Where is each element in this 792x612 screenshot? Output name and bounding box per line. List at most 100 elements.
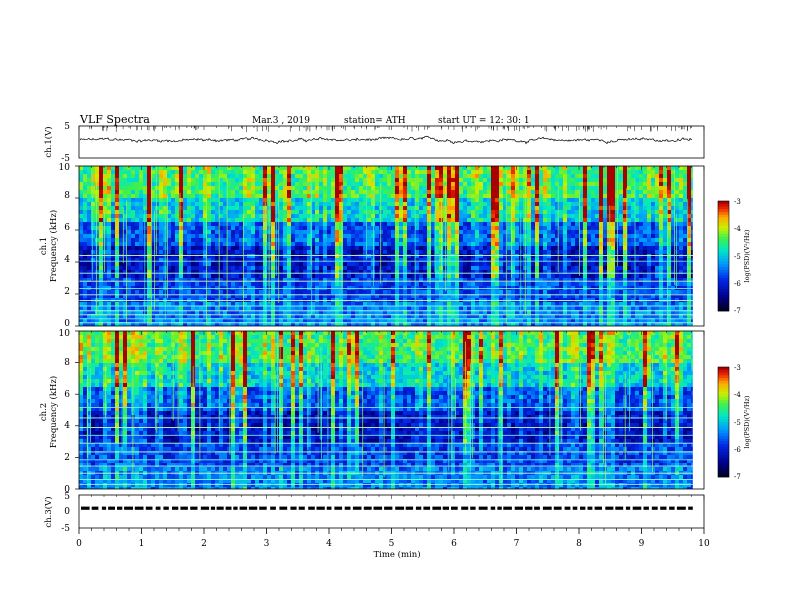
spectrogram-cell bbox=[459, 262, 463, 266]
spectrogram-cell bbox=[431, 218, 435, 222]
spectrogram-cell bbox=[499, 234, 503, 238]
spectrogram-cell bbox=[143, 182, 147, 186]
spectrogram-cell bbox=[415, 302, 419, 306]
spectrogram-cell bbox=[103, 238, 107, 242]
spectrogram-cell bbox=[79, 282, 83, 286]
spectrogram-cell bbox=[451, 214, 455, 218]
spectrogram-cell bbox=[299, 222, 303, 226]
spectrogram-cell bbox=[91, 230, 95, 234]
spectrogram-cell bbox=[287, 202, 291, 206]
spectrogram-cell bbox=[103, 318, 107, 322]
spectrogram-cell bbox=[227, 306, 231, 310]
spectrogram-cell bbox=[163, 198, 167, 202]
spectrogram-cell bbox=[451, 278, 455, 282]
spectrogram-cell bbox=[475, 274, 479, 278]
spectrogram-cell bbox=[427, 258, 431, 262]
spectrogram-cell bbox=[355, 226, 359, 230]
spectrogram-cell bbox=[419, 258, 423, 262]
spectrogram-cell bbox=[183, 210, 187, 214]
spectrogram-cell bbox=[383, 250, 387, 254]
spectrogram-cell bbox=[475, 258, 479, 262]
spectrogram-cell bbox=[303, 178, 307, 182]
spectrogram-cell bbox=[103, 246, 107, 250]
spectrogram-cell bbox=[219, 290, 223, 294]
spectrogram-cell bbox=[395, 278, 399, 282]
spectrogram-cell bbox=[503, 290, 507, 294]
spectrogram-cell bbox=[107, 230, 111, 234]
spectrogram-cell bbox=[219, 170, 223, 174]
spectrogram-cell bbox=[99, 258, 103, 262]
spectrogram-cell bbox=[367, 266, 371, 270]
spectrogram-cell bbox=[79, 278, 83, 282]
spectrogram-cell bbox=[439, 282, 443, 286]
spectrogram-cell bbox=[435, 238, 439, 242]
spectrogram-cell bbox=[299, 242, 303, 246]
spectrogram-cell bbox=[111, 278, 115, 282]
spectrogram-cell bbox=[327, 214, 331, 218]
spectrogram-cell bbox=[459, 214, 463, 218]
spectrogram-cell bbox=[423, 234, 427, 238]
spectrogram-cell bbox=[555, 206, 559, 210]
spectrogram-cell bbox=[399, 290, 403, 294]
spectrogram-cell bbox=[123, 226, 127, 230]
spectrogram-cell bbox=[459, 302, 463, 306]
spectrogram-cell bbox=[195, 206, 199, 210]
spectrogram-cell bbox=[555, 170, 559, 174]
spectrogram-cell bbox=[107, 302, 111, 306]
spectrogram-cell bbox=[527, 182, 531, 186]
spectrogram-cell bbox=[135, 206, 139, 210]
spectrogram-cell bbox=[215, 202, 219, 206]
spectrogram-cell bbox=[467, 322, 471, 326]
spectrogram-cell bbox=[415, 262, 419, 266]
spectrogram-cell bbox=[347, 230, 351, 234]
spectrogram-cell bbox=[271, 306, 275, 310]
spectrogram-cell bbox=[403, 246, 407, 250]
spectrogram-cell bbox=[479, 274, 483, 278]
spectrogram-cell bbox=[351, 206, 355, 210]
spectrogram-cell bbox=[411, 230, 415, 234]
spectrogram-cell bbox=[283, 194, 287, 198]
spectrogram-cell bbox=[331, 242, 335, 246]
spectrogram-cell bbox=[535, 262, 539, 266]
spectrogram-cell bbox=[215, 306, 219, 310]
spectrogram-cell bbox=[91, 194, 95, 198]
spectrogram-cell bbox=[315, 306, 319, 310]
spectrogram-cell bbox=[359, 230, 363, 234]
spectrogram-cell bbox=[327, 282, 331, 286]
spectrogram-cell bbox=[531, 222, 535, 226]
spectrogram-cell bbox=[415, 242, 419, 246]
spectrogram-cell bbox=[551, 322, 555, 326]
spectrogram-cell bbox=[195, 302, 199, 306]
spectrogram-cell bbox=[319, 206, 323, 210]
spectrogram-cell bbox=[167, 198, 171, 202]
spectrogram-cell bbox=[275, 258, 279, 262]
spectrogram-cell bbox=[315, 314, 319, 318]
spectrogram-cell bbox=[419, 282, 423, 286]
spectrogram-cell bbox=[495, 314, 499, 318]
spectrogram-cell bbox=[475, 206, 479, 210]
spectrogram-cell bbox=[363, 218, 367, 222]
spectrogram-cell bbox=[287, 258, 291, 262]
spectrogram-cell bbox=[115, 206, 119, 210]
spectrogram-cell bbox=[119, 270, 123, 274]
spectrogram-cell bbox=[147, 238, 151, 242]
spectrogram-cell bbox=[575, 210, 579, 214]
spectrogram-cell bbox=[79, 322, 83, 326]
spectrogram-cell bbox=[479, 262, 483, 266]
spectrogram-cell bbox=[431, 262, 435, 266]
spectrogram-cell bbox=[259, 182, 263, 186]
spectrogram-cell bbox=[419, 202, 423, 206]
spectrogram-cell bbox=[183, 250, 187, 254]
spectrogram-cell bbox=[91, 206, 95, 210]
spectrogram-cell bbox=[135, 302, 139, 306]
spectrogram-cell bbox=[263, 194, 267, 198]
spectrogram-cell bbox=[199, 238, 203, 242]
spectrogram-cell bbox=[539, 310, 543, 314]
spectrogram-cell bbox=[483, 246, 487, 250]
spectrogram-cell bbox=[323, 218, 327, 222]
spectrogram-cell bbox=[463, 318, 467, 322]
spectrogram-cell bbox=[531, 198, 535, 202]
spectrogram-cell bbox=[467, 290, 471, 294]
spectrogram-cell bbox=[203, 314, 207, 318]
